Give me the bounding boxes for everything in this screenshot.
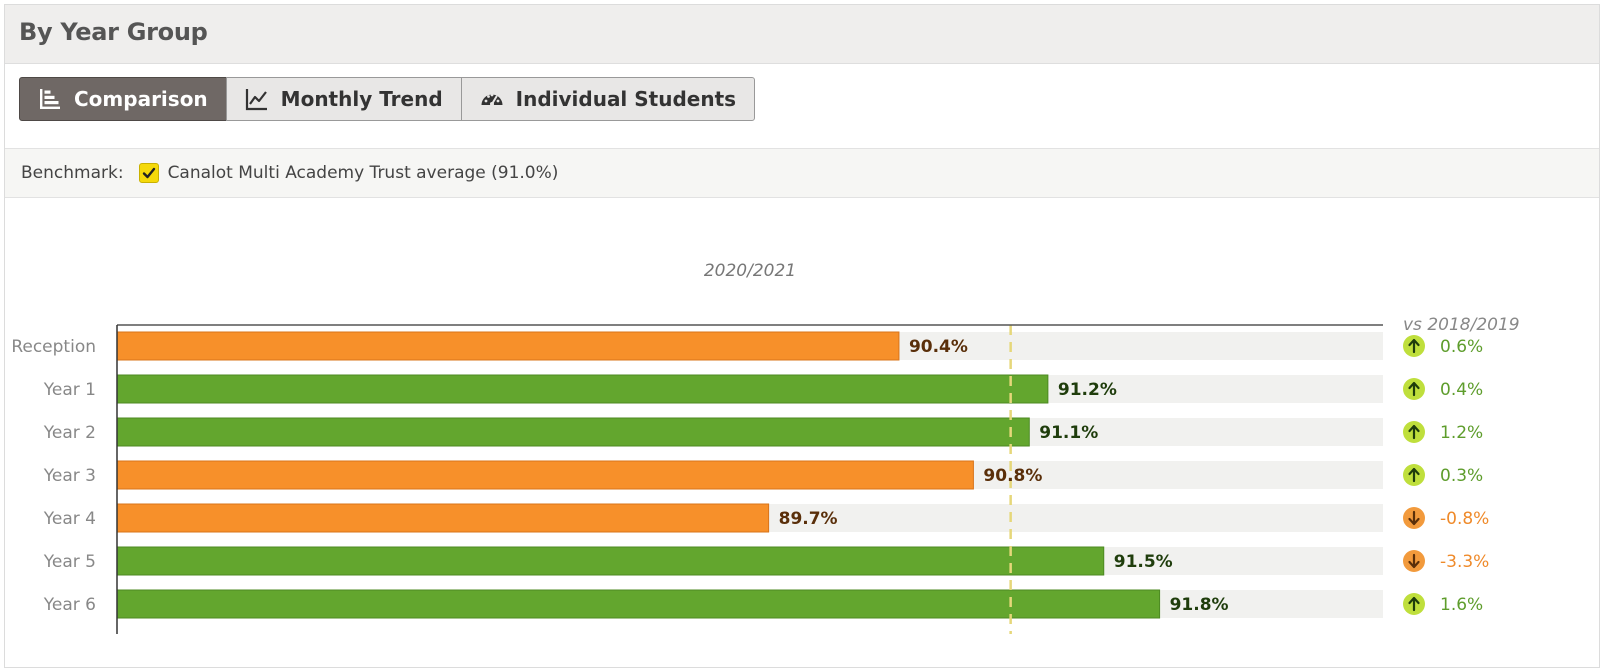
arrow-up-icon	[1403, 593, 1425, 615]
arrow-up-icon	[1403, 335, 1425, 357]
comparison-value: 1.2%	[1440, 423, 1483, 443]
check-icon	[142, 167, 155, 179]
bar[interactable]	[116, 546, 1105, 576]
tab-comparison[interactable]: Comparison	[19, 77, 227, 121]
comparison-value: 1.6%	[1440, 595, 1483, 615]
chart-title: 2020/2021	[704, 261, 796, 281]
tab-label: Individual Students	[515, 87, 737, 111]
dashboard-icon	[480, 87, 504, 111]
value-label: 91.5%	[1114, 552, 1173, 572]
panel-title: By Year Group	[19, 18, 208, 46]
bar[interactable]	[116, 417, 1030, 447]
bar[interactable]	[116, 374, 1049, 404]
benchmark-option-label: Canalot Multi Academy Trust average (91.…	[167, 163, 559, 183]
comparison-column: 0.6% 0.4% 1.2% 0.3% -0.8% -3.3% 1.6%	[1403, 335, 1489, 615]
value-labels: 90.4% 91.2% 91.1% 90.8% 89.7% 91.5% 91.8%	[779, 337, 1229, 615]
category-label: Year 5	[43, 552, 96, 572]
value-label: 89.7%	[779, 509, 838, 529]
chart-axes	[116, 324, 1383, 634]
category-label: Year 2	[43, 423, 96, 443]
comparison-value: 0.4%	[1440, 380, 1483, 400]
tab-label: Comparison	[74, 87, 208, 111]
bar[interactable]	[116, 460, 974, 490]
comparison-value: -3.3%	[1440, 552, 1489, 572]
benchmark-checkbox[interactable]	[138, 163, 159, 183]
benchmark-bar: Benchmark: Canalot Multi Academy Trust a…	[5, 148, 1599, 198]
tab-label: Monthly Trend	[280, 87, 443, 111]
bar[interactable]	[116, 589, 1161, 619]
view-tabs: Comparison Monthly Trend	[19, 77, 756, 121]
category-label: Reception	[11, 337, 96, 357]
category-label: Year 4	[43, 509, 96, 529]
arrow-up-icon	[1403, 421, 1425, 443]
benchmark-label: Benchmark:	[21, 163, 124, 183]
category-label: Year 6	[43, 595, 96, 615]
tab-monthly-trend[interactable]: Monthly Trend	[225, 77, 462, 121]
bars	[116, 331, 1161, 619]
comparison-value: 0.3%	[1440, 466, 1483, 486]
arrow-up-icon	[1403, 464, 1425, 486]
value-label: 90.8%	[983, 466, 1042, 486]
bar[interactable]	[116, 503, 770, 533]
bar[interactable]	[116, 331, 900, 361]
panel-header: By Year Group	[5, 5, 1599, 64]
value-label: 91.2%	[1058, 380, 1117, 400]
category-label: Year 3	[43, 466, 96, 486]
arrow-down-icon	[1403, 507, 1425, 529]
comparison-value: 0.6%	[1440, 337, 1483, 357]
category-labels: Reception Year 1 Year 2 Year 3 Year 4 Year 5 Y…	[11, 337, 96, 615]
value-label: 91.1%	[1039, 423, 1098, 443]
arrow-up-icon	[1403, 378, 1425, 400]
category-label: Year 1	[43, 380, 96, 400]
line-chart-icon	[245, 87, 269, 111]
value-label: 90.4%	[909, 337, 968, 357]
comparison-header: vs 2018/2019	[1403, 315, 1520, 335]
value-label: 91.8%	[1170, 595, 1229, 615]
bar-chart-icon	[38, 87, 62, 111]
comparison-value: -0.8%	[1440, 509, 1489, 529]
tab-individual-students[interactable]: Individual Students	[460, 77, 756, 121]
arrow-down-icon	[1403, 550, 1425, 572]
